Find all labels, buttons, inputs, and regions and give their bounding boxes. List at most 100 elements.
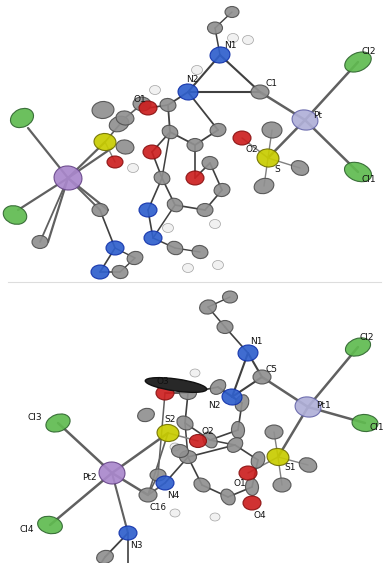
Ellipse shape	[116, 111, 134, 125]
Ellipse shape	[191, 65, 203, 74]
Text: N1: N1	[250, 337, 263, 346]
Ellipse shape	[179, 387, 196, 400]
Text: C5: C5	[266, 364, 278, 373]
Text: Cl1: Cl1	[362, 176, 377, 185]
Ellipse shape	[149, 86, 161, 95]
Text: Cl2: Cl2	[362, 47, 377, 56]
Ellipse shape	[170, 509, 180, 517]
Ellipse shape	[109, 116, 129, 132]
Ellipse shape	[138, 408, 154, 422]
Ellipse shape	[233, 131, 251, 145]
Ellipse shape	[139, 203, 157, 217]
Ellipse shape	[94, 133, 116, 150]
Ellipse shape	[189, 435, 207, 448]
Ellipse shape	[210, 47, 230, 63]
Ellipse shape	[156, 476, 174, 490]
Ellipse shape	[210, 513, 220, 521]
Ellipse shape	[139, 488, 157, 502]
Ellipse shape	[257, 149, 279, 167]
Ellipse shape	[223, 291, 238, 303]
Ellipse shape	[292, 110, 318, 130]
Text: C1: C1	[266, 79, 278, 88]
Ellipse shape	[238, 345, 258, 361]
Ellipse shape	[221, 489, 235, 505]
Ellipse shape	[217, 320, 233, 333]
Ellipse shape	[154, 171, 170, 185]
Ellipse shape	[265, 425, 283, 439]
Text: O1: O1	[134, 96, 147, 105]
Ellipse shape	[210, 123, 226, 137]
Ellipse shape	[143, 145, 161, 159]
Ellipse shape	[182, 263, 193, 272]
Ellipse shape	[295, 397, 321, 417]
Ellipse shape	[352, 414, 378, 432]
Ellipse shape	[192, 245, 208, 258]
Ellipse shape	[133, 97, 151, 111]
Ellipse shape	[253, 370, 271, 384]
Ellipse shape	[262, 122, 282, 138]
Ellipse shape	[210, 220, 221, 229]
Text: Pt2: Pt2	[82, 473, 96, 482]
Text: N2: N2	[186, 75, 198, 84]
Ellipse shape	[242, 35, 254, 44]
Text: N1: N1	[224, 41, 237, 50]
Ellipse shape	[187, 138, 203, 151]
Ellipse shape	[96, 551, 113, 563]
Text: Cl3: Cl3	[28, 413, 43, 422]
Ellipse shape	[107, 156, 123, 168]
Text: S2: S2	[164, 414, 175, 423]
Ellipse shape	[207, 22, 223, 34]
Ellipse shape	[99, 462, 125, 484]
Ellipse shape	[92, 203, 108, 217]
Ellipse shape	[254, 178, 274, 194]
Text: Cl4: Cl4	[20, 525, 35, 534]
Ellipse shape	[156, 386, 174, 400]
Ellipse shape	[210, 379, 226, 395]
Ellipse shape	[203, 432, 217, 448]
Ellipse shape	[267, 449, 289, 466]
Text: N3: N3	[130, 540, 142, 549]
Text: C16: C16	[150, 503, 167, 512]
Ellipse shape	[227, 437, 243, 453]
Ellipse shape	[212, 261, 224, 270]
Ellipse shape	[231, 422, 245, 439]
Text: O2: O2	[246, 145, 259, 154]
Ellipse shape	[190, 369, 200, 377]
Ellipse shape	[127, 252, 143, 265]
Text: Pt1: Pt1	[316, 400, 331, 409]
Ellipse shape	[251, 85, 269, 99]
Text: O3: O3	[157, 377, 170, 386]
Ellipse shape	[299, 458, 317, 472]
Ellipse shape	[54, 166, 82, 190]
Ellipse shape	[228, 34, 238, 42]
Ellipse shape	[170, 443, 180, 451]
Ellipse shape	[160, 99, 176, 111]
Ellipse shape	[345, 52, 371, 72]
Ellipse shape	[144, 231, 162, 245]
Ellipse shape	[116, 140, 134, 154]
Ellipse shape	[194, 478, 210, 492]
Ellipse shape	[200, 300, 216, 314]
Ellipse shape	[172, 444, 189, 458]
Ellipse shape	[167, 198, 183, 212]
Ellipse shape	[167, 242, 183, 254]
Ellipse shape	[239, 466, 257, 480]
Text: Pt: Pt	[313, 111, 322, 120]
Text: N2: N2	[208, 400, 221, 409]
Text: O2: O2	[202, 427, 215, 436]
Text: N4: N4	[167, 490, 179, 499]
Ellipse shape	[3, 205, 27, 224]
Ellipse shape	[273, 478, 291, 492]
Text: S: S	[274, 166, 280, 175]
Ellipse shape	[197, 203, 213, 217]
Ellipse shape	[106, 241, 124, 255]
Text: Cl1: Cl1	[370, 423, 385, 432]
Ellipse shape	[202, 157, 218, 169]
Ellipse shape	[38, 516, 62, 534]
Ellipse shape	[345, 162, 371, 182]
Text: Cl2: Cl2	[360, 333, 375, 342]
Ellipse shape	[245, 479, 259, 495]
Ellipse shape	[139, 101, 157, 115]
Ellipse shape	[11, 109, 33, 128]
Ellipse shape	[163, 224, 173, 233]
